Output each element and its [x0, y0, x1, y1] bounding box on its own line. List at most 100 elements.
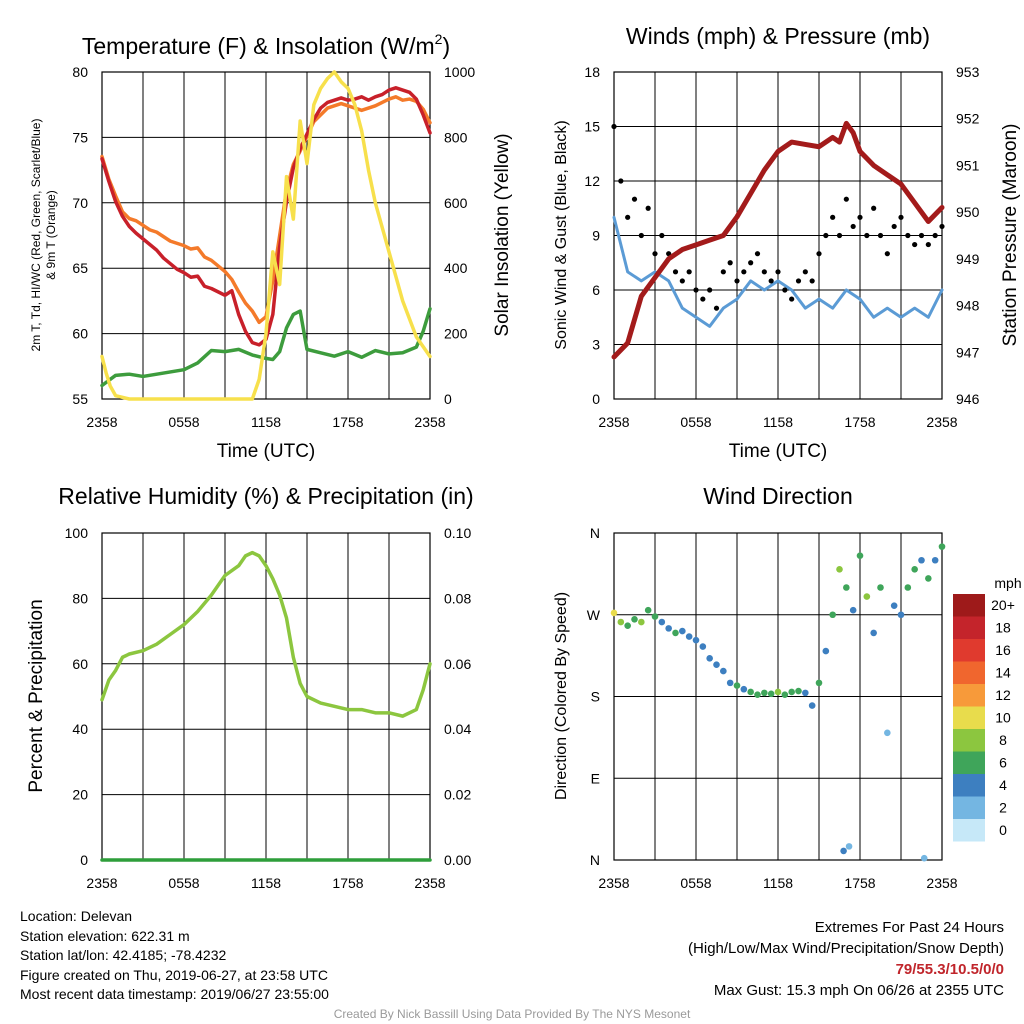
x-tick-label: 1158 — [763, 414, 793, 430]
x-tick-label: 0558 — [680, 875, 711, 891]
gust-point — [836, 232, 843, 239]
direction-point — [845, 843, 853, 850]
speed-legend-title: mph — [994, 575, 1021, 591]
recent-data-timestamp: Most recent data timestamp: 2019/06/27 2… — [20, 986, 329, 1002]
y2-tick-label: 952 — [956, 111, 980, 127]
gust-point — [686, 269, 692, 275]
direction-point — [631, 615, 638, 623]
direction-point — [795, 687, 802, 695]
direction-point — [679, 627, 686, 635]
direction-point — [713, 661, 720, 669]
winds-pressure-panel: Winds (mph) & Pressure (mb) Time (UTC) S… — [553, 23, 1021, 462]
series-line — [611, 120, 945, 360]
direction-point — [897, 611, 905, 619]
y2-tick-label: 0 — [444, 391, 452, 407]
y-tick-label: E — [591, 770, 600, 786]
y2-tick-label: 600 — [444, 195, 468, 211]
extremes-subtitle: (High/Low/Max Wind/Precipitation/Snow De… — [688, 940, 1004, 957]
legend-swatch — [953, 796, 985, 819]
x-tick-label: 1158 — [251, 414, 281, 430]
gust-point — [700, 296, 706, 302]
gust-point — [727, 260, 733, 266]
gust-point — [611, 123, 617, 130]
y-tick-label: 0 — [592, 391, 600, 407]
winds-x-axis-label: Time (UTC) — [729, 441, 828, 462]
y-tick-label: 80 — [72, 590, 88, 606]
direction-point — [610, 609, 618, 617]
gust-point — [871, 205, 877, 211]
legend-label: 6 — [999, 755, 1007, 771]
gust-point — [741, 269, 747, 275]
legend-label: 16 — [995, 642, 1011, 658]
direction-point — [904, 584, 912, 591]
y-tick-label: 60 — [72, 656, 88, 672]
direction-point — [692, 636, 700, 644]
direction-point — [890, 602, 898, 609]
gust-point — [782, 287, 788, 293]
direction-point — [808, 702, 816, 709]
direction-point — [754, 691, 761, 698]
humidity-y-axis-label: Percent & Precipitation — [26, 599, 47, 792]
y-tick-label: N — [590, 525, 600, 541]
winds-panel-title: Winds (mph) & Pressure (mb) — [626, 23, 930, 49]
y-tick-label: 70 — [72, 195, 88, 211]
y-tick-label: W — [587, 607, 601, 623]
direction-point — [870, 629, 877, 637]
gust-point — [652, 251, 658, 257]
direction-point — [720, 667, 727, 675]
direction-point — [638, 618, 645, 626]
direction-point — [781, 691, 789, 698]
y2-tick-label: 0.04 — [444, 721, 471, 737]
y2-tick-label: 0.02 — [444, 787, 471, 803]
direction-point — [651, 613, 659, 620]
y2-tick-label: 948 — [956, 298, 980, 314]
x-tick-label: 1758 — [332, 414, 363, 430]
gust-point — [912, 241, 918, 248]
x-tick-label: 1758 — [332, 875, 363, 891]
gust-point — [707, 287, 713, 293]
gust-point — [618, 178, 624, 184]
wind-direction-panel-title: Wind Direction — [703, 483, 853, 509]
direction-point — [918, 556, 925, 564]
station-elevation: Station elevation: 622.31 m — [20, 927, 190, 944]
series-line — [612, 215, 944, 328]
x-tick-label: 2358 — [926, 414, 957, 430]
extremes-title: Extremes For Past 24 Hours — [814, 919, 1004, 936]
gust-point — [761, 269, 767, 275]
gust-point — [877, 232, 884, 239]
legend-swatch — [953, 819, 985, 842]
direction-point — [802, 689, 809, 697]
series-line — [100, 70, 432, 401]
gust-point — [659, 232, 665, 239]
gust-point — [905, 232, 911, 239]
gust-point — [789, 296, 795, 302]
gust-point — [884, 251, 890, 257]
y-tick-label: 65 — [72, 260, 88, 276]
gust-point — [768, 278, 774, 284]
direction-point — [699, 643, 707, 650]
legend-swatch — [953, 616, 985, 639]
temperature-panel-title: Temperature (F) & Insolation (W/m2) — [82, 31, 450, 59]
gust-point — [932, 232, 938, 239]
y-tick-label: 15 — [584, 119, 600, 135]
y-tick-label: 40 — [72, 721, 88, 737]
legend-swatch — [953, 729, 985, 752]
plot-frame — [101, 71, 431, 400]
direction-point — [788, 688, 795, 696]
legend-label: 12 — [995, 687, 1011, 703]
x-tick-label: 2358 — [598, 414, 629, 430]
direction-point — [617, 618, 625, 626]
gust-point — [857, 214, 863, 220]
gust-point — [713, 305, 720, 311]
x-tick-label: 2358 — [86, 875, 117, 891]
x-tick-label: 1758 — [844, 875, 875, 891]
y-tick-label: 18 — [584, 64, 600, 80]
direction-point — [665, 625, 672, 632]
humidity-panel-title: Relative Humidity (%) & Precipitation (i… — [58, 483, 473, 509]
footer-credit: Created By Nick Bassill Using Data Provi… — [333, 1007, 691, 1021]
gust-point — [734, 278, 740, 284]
gust-point — [925, 241, 931, 248]
y-tick-label: 12 — [584, 173, 600, 189]
direction-point — [856, 552, 864, 560]
